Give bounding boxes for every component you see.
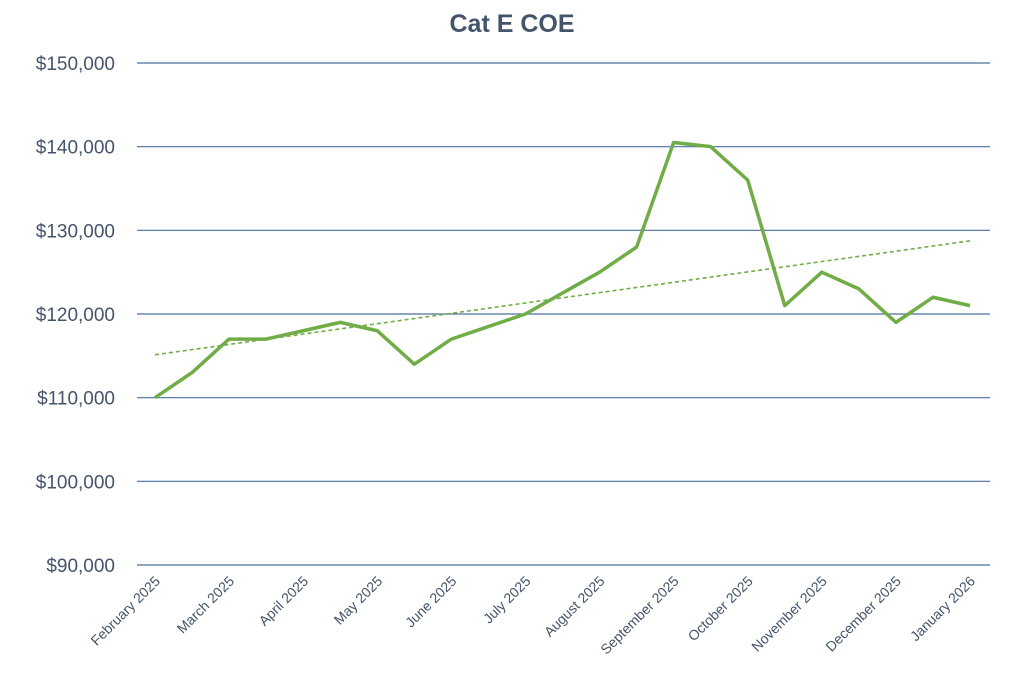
y-tick-label: $110,000 [37, 389, 115, 410]
chart-title: Cat E COE [449, 10, 574, 38]
x-tick-label: February 2025 [87, 573, 163, 649]
x-tick-label: August 2025 [541, 573, 608, 640]
x-tick-label: July 2025 [480, 573, 534, 627]
x-tick-label: December 2025 [822, 573, 904, 655]
x-tick-label: May 2025 [331, 573, 386, 628]
y-tick-label: $130,000 [36, 221, 115, 242]
x-tick-label: June 2025 [402, 573, 460, 631]
x-tick-label: October 2025 [685, 573, 756, 644]
x-tick-label: September 2025 [597, 573, 682, 658]
x-tick-label: November 2025 [748, 573, 830, 655]
x-tick-label: March 2025 [174, 573, 238, 637]
y-tick-label: $120,000 [36, 305, 115, 326]
data-line [154, 140, 971, 400]
y-tick-label: $150,000 [36, 54, 115, 75]
x-tick-label: January 2026 [907, 573, 978, 644]
x-tick-label: April 2025 [255, 573, 311, 629]
y-tick-label: $100,000 [36, 472, 115, 493]
y-tick-label: $90,000 [46, 556, 115, 577]
y-tick-label: $140,000 [36, 138, 115, 159]
